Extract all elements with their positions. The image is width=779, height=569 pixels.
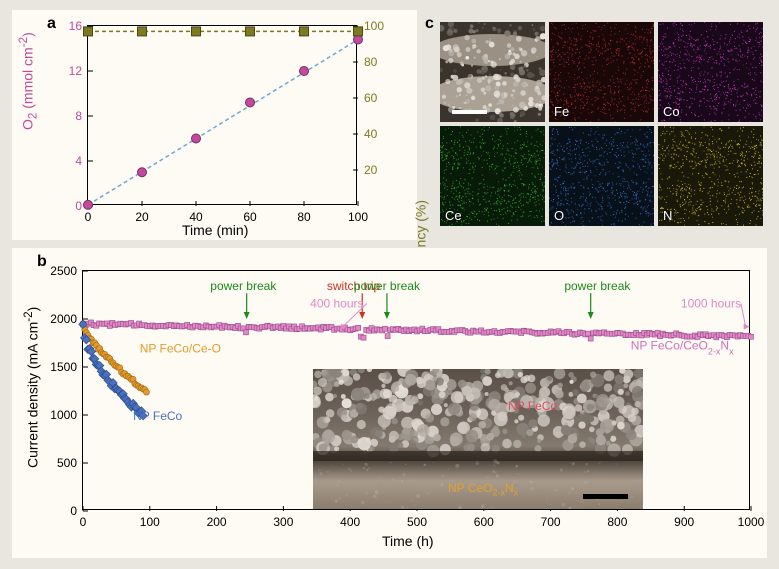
- svg-text:300: 300: [273, 515, 293, 529]
- svg-text:80: 80: [297, 210, 311, 224]
- panel-b-x-label: Time (h): [382, 533, 434, 549]
- svg-text:40: 40: [189, 210, 203, 224]
- micrograph-grid: Fe Co Ce O N: [440, 22, 763, 226]
- svg-text:NP FeCo: NP FeCo: [133, 409, 182, 423]
- panel-b: b Current density (mA cm-2) Time (h) 010…: [12, 248, 767, 558]
- sem-label-1: NP FeCo: [508, 399, 557, 413]
- panel-b-label: b: [37, 253, 47, 271]
- svg-text:60: 60: [243, 210, 257, 224]
- svg-text:12: 12: [69, 64, 83, 78]
- svg-text:4: 4: [75, 154, 82, 168]
- micrograph-Ce: Ce: [440, 126, 545, 226]
- svg-text:600: 600: [474, 515, 494, 529]
- svg-text:0: 0: [85, 210, 92, 224]
- micrograph-label-Co: Co: [663, 104, 680, 119]
- panel-a: a O2 (mmol cm-2) Faradic efficiency (%) …: [12, 10, 417, 240]
- svg-text:20: 20: [135, 210, 149, 224]
- svg-text:100: 100: [364, 19, 384, 33]
- micrograph-label-Ce: Ce: [445, 208, 462, 223]
- micrograph-sem: [440, 22, 545, 122]
- micrograph-label-N: N: [663, 208, 672, 223]
- svg-text:16: 16: [69, 19, 83, 33]
- panel-a-chart: 020406080100048121620406080100: [87, 25, 357, 205]
- micrograph-Co: Co: [658, 22, 763, 122]
- svg-text:200: 200: [207, 515, 227, 529]
- panel-a-svg: 020406080100048121620406080100: [88, 26, 358, 206]
- svg-text:500: 500: [407, 515, 427, 529]
- svg-text:80: 80: [364, 55, 378, 69]
- panel-a-yleft-label: O2 (mmol cm-2): [17, 32, 39, 130]
- svg-text:2000: 2000: [50, 312, 77, 326]
- svg-text:NP FeCo/CeO2-xNx: NP FeCo/CeO2-xNx: [631, 339, 734, 357]
- svg-text:400: 400: [340, 515, 360, 529]
- svg-text:1000: 1000: [50, 408, 77, 422]
- svg-text:NP FeCo/Ce-O: NP FeCo/Ce-O: [140, 342, 221, 356]
- sem-scalebar: [583, 494, 628, 499]
- micrograph-label-Fe: Fe: [554, 104, 569, 119]
- panel-a-x-label: Time (min): [182, 222, 248, 238]
- micrograph-N: N: [658, 126, 763, 226]
- svg-text:800: 800: [607, 515, 627, 529]
- panel-a-label: a: [47, 15, 56, 33]
- svg-text:0: 0: [70, 504, 77, 518]
- panel-b-y-label: Current density (mA cm-2): [22, 307, 41, 468]
- svg-text:20: 20: [364, 163, 378, 177]
- micrograph-Fe: Fe: [549, 22, 654, 122]
- micrograph-O: O: [549, 126, 654, 226]
- svg-text:2500: 2500: [50, 264, 77, 278]
- micrograph-label-O: O: [554, 208, 564, 223]
- sem-label-2: NP CeO2-xNx: [448, 481, 518, 497]
- svg-text:0: 0: [75, 199, 82, 213]
- panel-b-chart: 0100200300400500600700800900100005001000…: [82, 270, 750, 510]
- panel-c-label: c: [425, 15, 434, 33]
- svg-text:700: 700: [541, 515, 561, 529]
- sem-inset: NP FeCo NP CeO2-xNx: [313, 369, 643, 509]
- svg-text:power break: power break: [210, 279, 277, 293]
- svg-text:0: 0: [80, 515, 87, 529]
- svg-text:40: 40: [364, 127, 378, 141]
- svg-text:400 hours: 400 hours: [310, 296, 363, 310]
- svg-text:100: 100: [348, 210, 368, 224]
- svg-text:1500: 1500: [50, 360, 77, 374]
- svg-text:60: 60: [364, 91, 378, 105]
- micrograph-scalebar: [452, 110, 487, 114]
- panel-c: c Fe Co Ce O N: [425, 10, 765, 240]
- svg-text:900: 900: [674, 515, 694, 529]
- svg-text:1000 hours: 1000 hours: [681, 296, 741, 310]
- svg-text:1000: 1000: [738, 515, 765, 529]
- svg-text:500: 500: [57, 456, 77, 470]
- svg-text:power break: power break: [354, 279, 421, 293]
- svg-text:8: 8: [75, 109, 82, 123]
- svg-text:100: 100: [140, 515, 160, 529]
- svg-text:power break: power break: [564, 279, 631, 293]
